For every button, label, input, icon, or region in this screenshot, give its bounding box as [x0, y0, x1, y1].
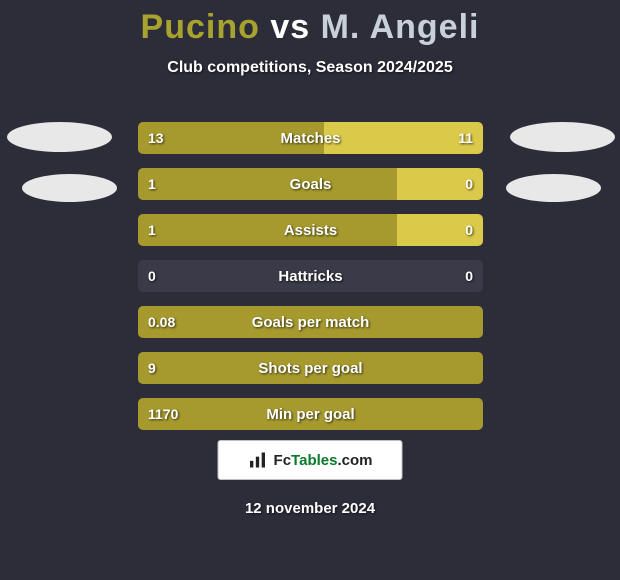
player2-team-placeholder	[506, 174, 601, 202]
player1-name: Pucino	[141, 8, 260, 46]
logo-main: Tables	[291, 452, 337, 469]
stat-row: 10Goals	[138, 168, 483, 200]
fctables-logo: FcTables.com	[218, 440, 403, 480]
player2-name: M. Angeli	[321, 8, 480, 46]
vs-text: vs	[270, 8, 310, 46]
stat-label: Goals per match	[138, 306, 483, 338]
stats-bars-container: 1311Matches 10Goals 10Assists 00Hattricks 0.…	[138, 122, 483, 444]
comparison-title: Pucino vs M. Angeli	[0, 0, 620, 47]
player1-team-placeholder	[22, 174, 117, 202]
stat-label: Hattricks	[138, 260, 483, 292]
logo-suffix: .com	[337, 452, 372, 469]
stat-row: 1170Min per goal	[138, 398, 483, 430]
bar-chart-icon	[248, 450, 268, 470]
date-text: 12 november 2024	[0, 500, 620, 517]
stat-row: 9Shots per goal	[138, 352, 483, 384]
player1-avatar-placeholder	[7, 122, 112, 152]
subtitle: Club competitions, Season 2024/2025	[0, 59, 620, 77]
stat-row: 00Hattricks	[138, 260, 483, 292]
stat-label: Min per goal	[138, 398, 483, 430]
stat-label: Assists	[138, 214, 483, 246]
stat-label: Goals	[138, 168, 483, 200]
stat-row: 10Assists	[138, 214, 483, 246]
player2-avatar-placeholder	[510, 122, 615, 152]
logo-prefix: Fc	[274, 452, 292, 469]
logo-text: FcTables.com	[274, 452, 373, 469]
stat-row: 1311Matches	[138, 122, 483, 154]
stat-row: 0.08Goals per match	[138, 306, 483, 338]
stat-label: Matches	[138, 122, 483, 154]
stat-label: Shots per goal	[138, 352, 483, 384]
